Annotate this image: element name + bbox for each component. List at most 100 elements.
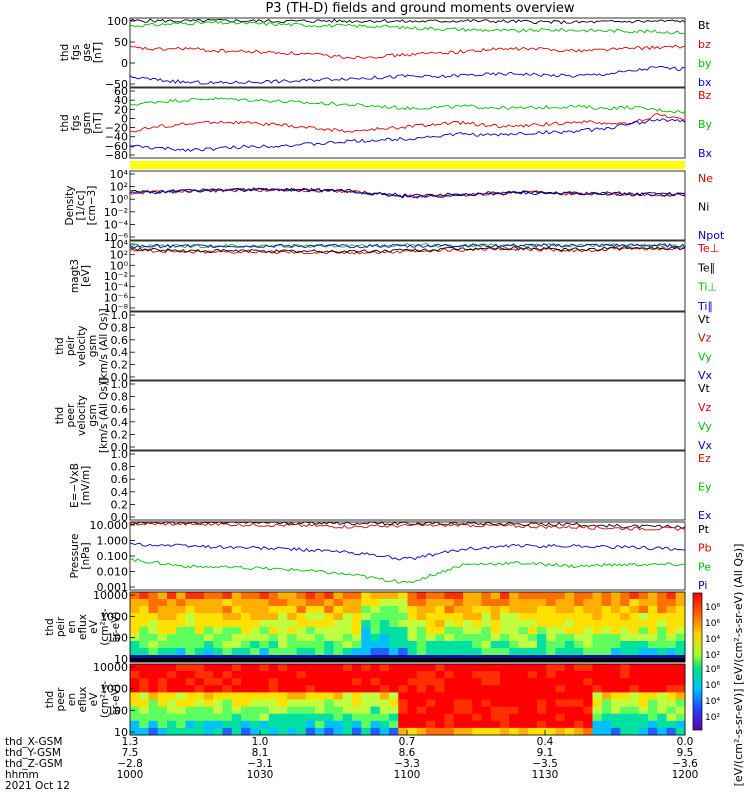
peir_eflux-cell: [527, 613, 538, 621]
peir_eflux-cell: [463, 627, 473, 635]
peir_eflux-cell: [324, 634, 334, 642]
peir_eflux-cell: [389, 606, 399, 614]
peer_eflux-ylabel: eflux: [77, 687, 89, 713]
peer_eflux-cell: [185, 706, 196, 715]
peer_eflux-cell: [361, 678, 371, 686]
peer_eflux-cell: [213, 678, 223, 686]
colorbar-tick: 10⁶: [705, 619, 720, 629]
fgs_gsm-legend-Bz: Bz: [698, 89, 712, 102]
peir_velocity-ylabel: peir: [65, 335, 77, 356]
peer_eflux-cell: [620, 720, 630, 729]
peer_eflux-cell: [638, 678, 649, 686]
peir_eflux-cell: [509, 613, 519, 621]
peir_eflux-cell: [148, 592, 159, 600]
peir_eflux-cell: [546, 648, 556, 656]
peir_eflux-cell: [241, 599, 251, 607]
peer_eflux-cell: [435, 692, 445, 700]
xaxis-value: 1000: [117, 769, 144, 781]
peir_eflux-cell: [296, 592, 307, 600]
peir_eflux-cell: [675, 620, 686, 628]
peer_eflux-cell: [204, 706, 214, 715]
peir_eflux-cell: [481, 606, 492, 614]
peer_eflux-cell: [416, 706, 427, 715]
peir_eflux-cell: [601, 599, 612, 607]
peir_eflux-cell: [564, 599, 575, 607]
peer_eflux-cell: [204, 671, 214, 679]
peir_eflux-cell: [361, 620, 371, 628]
peer_eflux-cell: [463, 720, 473, 729]
peer_eflux-cell: [287, 699, 297, 707]
peir_eflux-cell: [167, 613, 177, 621]
peir_eflux-cell: [601, 648, 612, 656]
peer_eflux-cell: [611, 692, 621, 700]
peir_eflux-cell: [352, 634, 362, 642]
peir_eflux-cell: [601, 620, 612, 628]
fgs_gse-ytick-label: 100: [107, 15, 128, 28]
peir_eflux-cell: [463, 599, 473, 607]
peer_eflux-cell: [222, 713, 233, 722]
peir_eflux-cell: [139, 620, 149, 628]
peir_eflux-cell: [194, 592, 205, 600]
peer_eflux-cell: [222, 678, 233, 686]
peir_eflux-cell: [453, 592, 464, 600]
peer_eflux-cell: [481, 678, 492, 686]
peer_eflux-cell: [398, 664, 408, 672]
peir_eflux-cell: [333, 641, 344, 649]
peir_eflux-cell: [583, 641, 593, 649]
peir_eflux-cell: [500, 634, 510, 642]
peer_eflux-cell: [490, 692, 501, 700]
peir_eflux-cell: [287, 634, 297, 642]
peir_eflux-cell: [583, 648, 593, 656]
efield-ytick-label: 1.0: [111, 448, 129, 461]
peer_eflux-cell: [194, 699, 205, 707]
peer_eflux-cell: [278, 706, 288, 715]
peer_eflux-cell: [537, 713, 547, 722]
peer_eflux-cell: [241, 678, 251, 686]
peer_eflux-cell: [546, 706, 556, 715]
peer_velocity-ylabel: gsm: [87, 404, 99, 426]
pressure-legend-Pi: Pi: [698, 579, 707, 592]
peir_eflux-cell: [555, 606, 566, 614]
peer_eflux-cell: [629, 692, 640, 700]
peir_eflux-cell: [583, 599, 593, 607]
peir_eflux-frame: [129, 591, 686, 663]
peir_eflux-cell: [398, 599, 408, 607]
peer_eflux-cell: [490, 671, 501, 679]
peir_eflux-cell: [564, 627, 575, 635]
density-ylabel: Density: [64, 186, 76, 226]
peir_eflux-cell: [324, 620, 334, 628]
peir_eflux-cell: [398, 648, 408, 656]
peir_eflux-cell: [435, 634, 445, 642]
peir_eflux-cell: [509, 627, 519, 635]
peir_eflux-cell: [407, 627, 418, 635]
peer_eflux-cell: [444, 692, 455, 700]
peir_eflux-cell: [435, 592, 445, 600]
peer_eflux-cell: [583, 664, 593, 672]
peir_eflux-cell: [638, 641, 649, 649]
peir_eflux-cell: [407, 592, 418, 600]
peer_eflux-cell: [157, 685, 168, 693]
peer_eflux-cell: [416, 678, 427, 686]
peir_eflux-cell: [130, 627, 140, 635]
peer_eflux-cell: [481, 720, 492, 729]
peir_eflux-cell: [250, 606, 260, 614]
peir_eflux-cell: [213, 627, 223, 635]
peer_eflux-cell: [629, 727, 640, 736]
peer_eflux-cell: [148, 671, 159, 679]
peir_eflux-cell: [213, 648, 223, 656]
peir_eflux-cell: [324, 641, 334, 649]
peir_eflux-cell: [194, 613, 205, 621]
peir_eflux-cell: [296, 613, 307, 621]
xaxis-row-label: thd_Y-GSM: [5, 747, 61, 759]
peir_eflux-cell: [620, 599, 630, 607]
peer_eflux-cell: [176, 727, 186, 736]
peir_eflux-cell: [241, 627, 251, 635]
peir_eflux-cell: [555, 627, 566, 635]
peir_velocity-ylabel: gsm: [87, 335, 99, 357]
peer_eflux-cell: [287, 706, 297, 715]
peir_eflux-cell: [648, 613, 658, 621]
peir_eflux-cell: [333, 634, 344, 642]
peir_eflux-cell: [564, 648, 575, 656]
peir_eflux-cell: [564, 641, 575, 649]
peer_eflux-cell: [518, 678, 529, 686]
